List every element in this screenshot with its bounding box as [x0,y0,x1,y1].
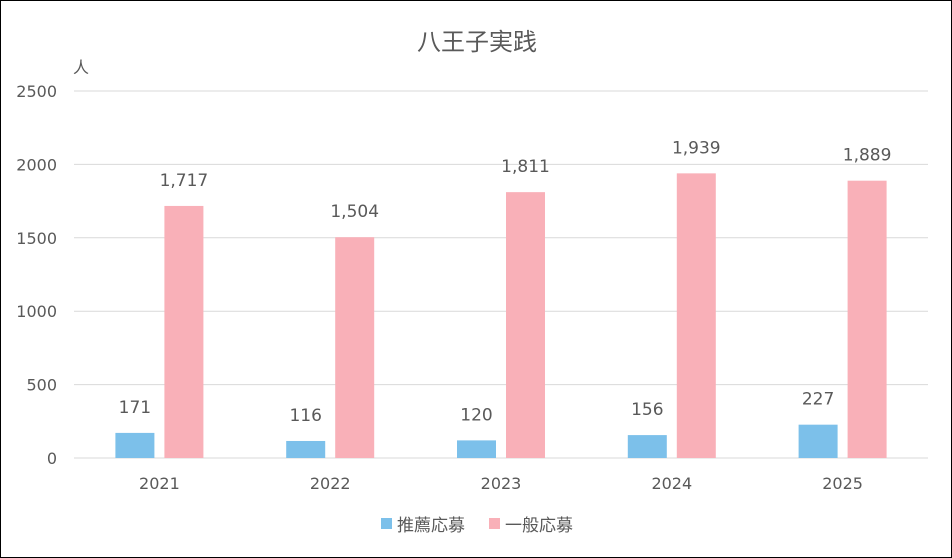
y-tick-label: 0 [47,449,57,468]
bars [115,173,887,458]
x-tick-label: 2025 [822,474,863,493]
y-axis-ticks: 0 500 1000 1500 2000 2500 [16,82,57,468]
data-labels: 171 1,717 116 1,504 120 1,811 156 1,939 227 1,889 [119,138,892,426]
bar-general-2025 [847,180,887,458]
data-label: 171 [119,398,151,418]
data-label: 227 [802,390,834,410]
y-tick-label: 2000 [16,155,57,174]
legend-swatch-0 [381,518,392,529]
data-label: 120 [460,405,492,425]
x-tick-label: 2022 [310,474,351,493]
bar-general-2024 [676,173,716,458]
legend-label-0: 推薦応募 [397,516,465,536]
data-label: 1,939 [672,138,721,158]
x-tick-label: 2023 [481,474,522,493]
data-label: 1,811 [501,157,550,177]
bar-recommend-2023 [457,440,496,458]
y-axis-unit-label: 人 [73,58,89,77]
y-tick-label: 1500 [16,229,57,248]
x-axis-ticks: 2021 2022 2023 2024 2025 [139,474,863,493]
bar-recommend-2022 [286,440,326,458]
bar-general-2021 [164,205,204,458]
legend: 推薦応募 一般応募 [381,516,573,536]
bar-recommend-2024 [627,435,667,458]
data-label: 1,504 [330,202,379,222]
bar-general-2023 [506,192,545,458]
x-tick-label: 2021 [139,474,180,493]
y-tick-label: 1000 [16,302,57,321]
gridlines [74,90,928,459]
legend-swatch-1 [489,518,500,529]
bar-recommend-2021 [115,432,155,458]
bar-recommend-2025 [798,424,838,458]
data-label: 156 [631,400,663,420]
bar-general-2022 [335,237,375,458]
data-label: 1,889 [843,146,892,166]
data-label: 1,717 [160,171,209,191]
x-tick-label: 2024 [651,474,692,493]
y-tick-label: 2500 [16,82,57,101]
chart-title: 八王子実践 [417,28,537,56]
y-tick-label: 500 [26,376,57,395]
data-label: 116 [289,406,321,426]
legend-label-1: 一般応募 [505,516,573,536]
